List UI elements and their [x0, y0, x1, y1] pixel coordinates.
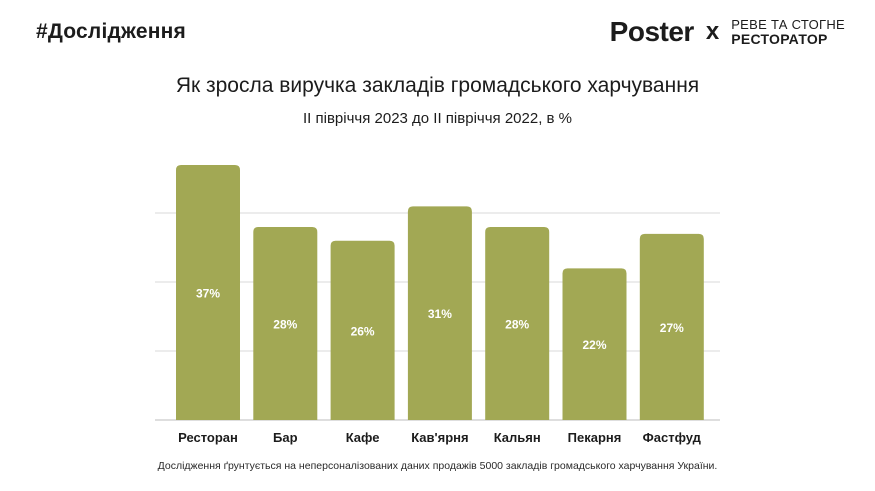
bar-0 — [176, 165, 240, 420]
bar-value-label: 31% — [428, 307, 452, 321]
chart-subtitle: ІІ півріччя 2023 до ІІ півріччя 2022, в … — [302, 110, 573, 127]
x-tick-label: Бар — [273, 430, 298, 445]
brand-logos: Poster x РЕВЕ ТА СТОГНЕ РЕСТОРАТОР — [610, 16, 845, 48]
bar-5 — [562, 268, 627, 420]
bar-value-label: 27% — [660, 321, 684, 335]
bar-2 — [330, 240, 395, 420]
x-tick-label: Кальян — [494, 430, 541, 445]
collab-x: x — [705, 18, 720, 45]
bar-value-label: 22% — [582, 338, 606, 352]
partner-logo-line2: РЕСТОРАТОР — [731, 31, 828, 47]
bar-1 — [253, 227, 318, 420]
footnote: Дослідження ґрунтується на неперсоналізо… — [157, 460, 718, 472]
bar-value-label: 37% — [196, 287, 220, 301]
bar-4 — [485, 227, 550, 420]
x-tick-label: Кафе — [346, 430, 380, 445]
partner-logo-line1: РЕВЕ ТА СТОГНЕ — [731, 17, 845, 32]
bar-3 — [407, 206, 472, 420]
chart-title: Як зросла виручка закладів громадського … — [175, 74, 700, 97]
bar-6 — [639, 233, 704, 420]
partner-logo: РЕВЕ ТА СТОГНЕ РЕСТОРАТОР — [731, 17, 845, 47]
x-tick-label: Ресторан — [178, 430, 238, 445]
x-tick-label: Фастфуд — [643, 430, 702, 445]
x-tick-label: Пекарня — [568, 430, 622, 445]
poster-logo: Poster — [609, 16, 695, 47]
bar-value-label: 28% — [273, 318, 297, 332]
bar-value-label: 28% — [505, 318, 529, 332]
hashtag-title: #Дослідження — [36, 20, 186, 43]
x-tick-label: Кав'ярня — [411, 430, 468, 445]
bar-value-label: 26% — [351, 324, 375, 338]
